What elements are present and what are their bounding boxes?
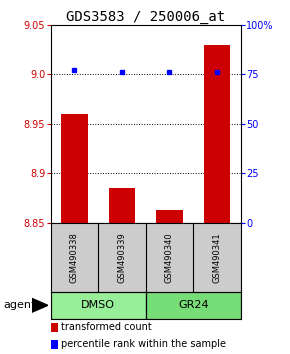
Text: transformed count: transformed count <box>61 322 152 332</box>
Text: GSM490338: GSM490338 <box>70 232 79 283</box>
Text: GSM490341: GSM490341 <box>213 232 222 283</box>
Bar <box>61 114 88 223</box>
Polygon shape <box>32 298 48 312</box>
Title: GDS3583 / 250006_at: GDS3583 / 250006_at <box>66 10 225 24</box>
Bar <box>51 292 146 319</box>
Bar <box>204 45 230 223</box>
Text: agent: agent <box>3 300 35 310</box>
Text: DMSO: DMSO <box>81 300 115 310</box>
Text: GR24: GR24 <box>178 300 209 310</box>
Bar <box>156 210 182 223</box>
Text: GSM490339: GSM490339 <box>117 232 126 283</box>
Bar <box>146 292 241 319</box>
Text: GSM490340: GSM490340 <box>165 232 174 283</box>
Bar <box>109 188 135 223</box>
Text: percentile rank within the sample: percentile rank within the sample <box>61 339 226 349</box>
